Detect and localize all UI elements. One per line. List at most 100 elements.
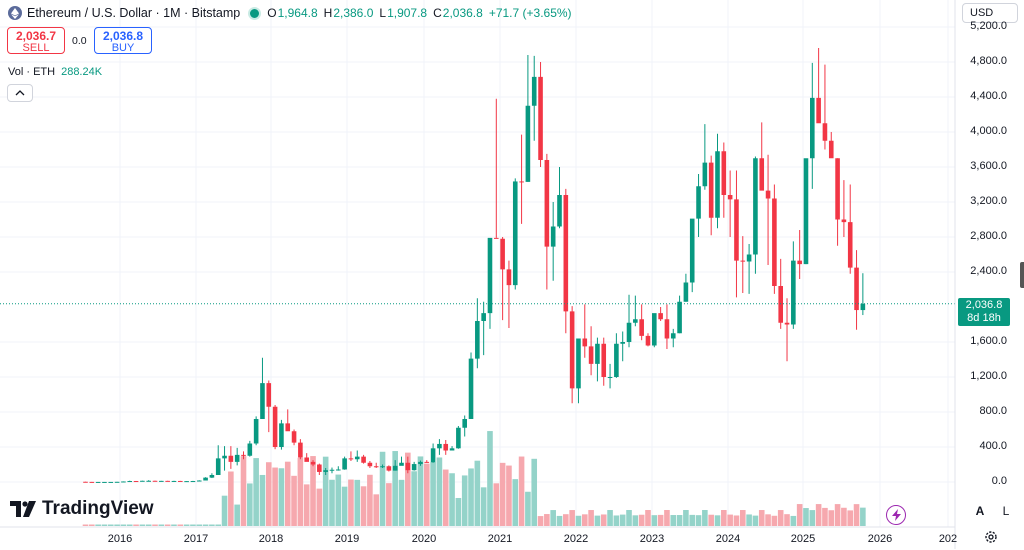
- volume-bar: [120, 524, 127, 526]
- volume-bar: [221, 495, 228, 526]
- volume-bar: [126, 524, 133, 526]
- y-axis-label: 3,200.0: [970, 195, 1007, 207]
- candle-body: [639, 319, 644, 336]
- volume-bar: [752, 515, 759, 526]
- candle-body: [411, 464, 417, 471]
- volume-bar: [253, 458, 259, 526]
- currency-selector[interactable]: USD: [962, 3, 1018, 23]
- sell-price: 2,036.7: [15, 29, 57, 43]
- candle-body: [765, 190, 771, 199]
- x-axis-label: 2017: [183, 533, 209, 545]
- candle-body: [500, 238, 505, 270]
- tradingview-logo[interactable]: TradingView: [10, 498, 154, 520]
- y-axis-label: 1,200.0: [970, 370, 1007, 382]
- volume-value: 288.24K: [61, 66, 103, 78]
- y-axis-label: 1,600.0: [970, 335, 1007, 347]
- x-axis-label: 2023: [639, 533, 665, 545]
- volume-bar: [468, 468, 474, 526]
- candle-body: [822, 123, 828, 141]
- candle-body: [797, 260, 802, 265]
- x-axis-label: 2024: [715, 533, 741, 545]
- candle-body: [424, 461, 430, 463]
- flash-icon[interactable]: [886, 505, 906, 525]
- candle-body: [772, 198, 777, 286]
- candle-body: [525, 105, 531, 182]
- candle-body: [121, 481, 126, 483]
- symbol-title[interactable]: Ethereum / U.S. Dollar · 1M · Bitstamp: [27, 6, 241, 20]
- candle-body: [810, 97, 815, 159]
- sell-button[interactable]: 2,036.7 SELL: [7, 27, 65, 54]
- x-axis-label: 2022: [563, 533, 589, 545]
- volume-bar: [411, 471, 417, 526]
- volume-bar: [158, 524, 165, 526]
- candle-body: [291, 431, 297, 443]
- last-price-badge: 2,036.8 8d 18h: [958, 298, 1010, 326]
- gear-icon[interactable]: [983, 529, 999, 545]
- volume-bar: [746, 514, 752, 526]
- candle-body: [146, 480, 151, 482]
- volume-bar: [828, 510, 835, 526]
- volume-bar: [708, 514, 714, 526]
- candle-body: [443, 443, 449, 451]
- candle-body: [519, 181, 524, 183]
- volume-bar: [209, 524, 215, 526]
- y-axis-label: 4,800.0: [970, 55, 1007, 67]
- tradingview-logo-text: TradingView: [42, 498, 154, 519]
- candle-body: [266, 383, 272, 407]
- candle-body: [152, 480, 158, 482]
- tradingview-logo-icon: [10, 501, 36, 517]
- last-price-value: 2,036.8: [965, 299, 1003, 311]
- volume-bar: [322, 456, 329, 526]
- volume-bar: [721, 510, 727, 526]
- candle-body: [329, 469, 335, 471]
- volume-bar: [177, 524, 184, 526]
- collapse-legend-button[interactable]: [7, 84, 33, 102]
- buy-button[interactable]: 2,036.8 BUY: [94, 27, 152, 54]
- chart-header: Ethereum / U.S. Dollar · 1M · Bitstamp O…: [8, 5, 578, 21]
- candle-body: [715, 151, 720, 218]
- right-panel-toggle[interactable]: [1020, 262, 1024, 288]
- volume-bar: [714, 515, 721, 526]
- volume-bar: [809, 510, 816, 526]
- candle-body: [658, 313, 663, 320]
- candle-body: [689, 218, 695, 283]
- y-axis-label: 0.0: [991, 475, 1007, 487]
- candle-body: [310, 461, 316, 465]
- candle-body: [569, 311, 575, 389]
- volume-bar: [657, 514, 664, 526]
- candle-body: [380, 466, 385, 468]
- log-scale-button[interactable]: L: [1002, 504, 1010, 518]
- volume-bar: [563, 514, 569, 526]
- candle-body: [645, 335, 651, 346]
- volume-bar: [215, 524, 222, 526]
- volume-bar: [727, 514, 733, 526]
- volume-bar: [841, 507, 847, 526]
- candle-body: [462, 419, 467, 428]
- candle-body: [468, 358, 474, 419]
- candle-body: [127, 481, 133, 483]
- volume-bar: [803, 508, 809, 526]
- buy-price: 2,036.8: [102, 29, 144, 43]
- volume-bar: [689, 514, 696, 526]
- candle-body: [791, 260, 796, 325]
- candle-body: [209, 475, 215, 478]
- volume-legend: Vol · ETH 288.24K: [8, 66, 102, 78]
- volume-bar: [398, 479, 405, 526]
- volume-bar: [588, 510, 594, 526]
- buy-label: BUY: [111, 42, 135, 54]
- candle-body: [588, 346, 594, 364]
- candle-body: [633, 319, 638, 323]
- candle-body: [607, 377, 613, 378]
- candle-body: [102, 481, 107, 483]
- volume-label[interactable]: Vol · ETH: [8, 66, 56, 78]
- volume-bar: [360, 486, 367, 526]
- volume-bar: [822, 507, 828, 526]
- candle-body: [215, 458, 221, 475]
- candle-body: [437, 443, 442, 449]
- volume-bar: [512, 479, 519, 526]
- candle-body: [89, 481, 95, 483]
- auto-scale-button[interactable]: A: [970, 501, 990, 521]
- volume-bar: [202, 524, 209, 526]
- candle-body: [449, 448, 455, 451]
